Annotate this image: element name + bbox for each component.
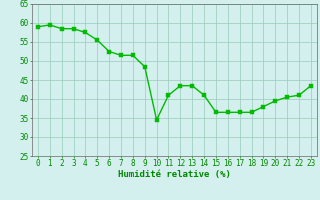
X-axis label: Humidité relative (%): Humidité relative (%) [118, 170, 231, 179]
